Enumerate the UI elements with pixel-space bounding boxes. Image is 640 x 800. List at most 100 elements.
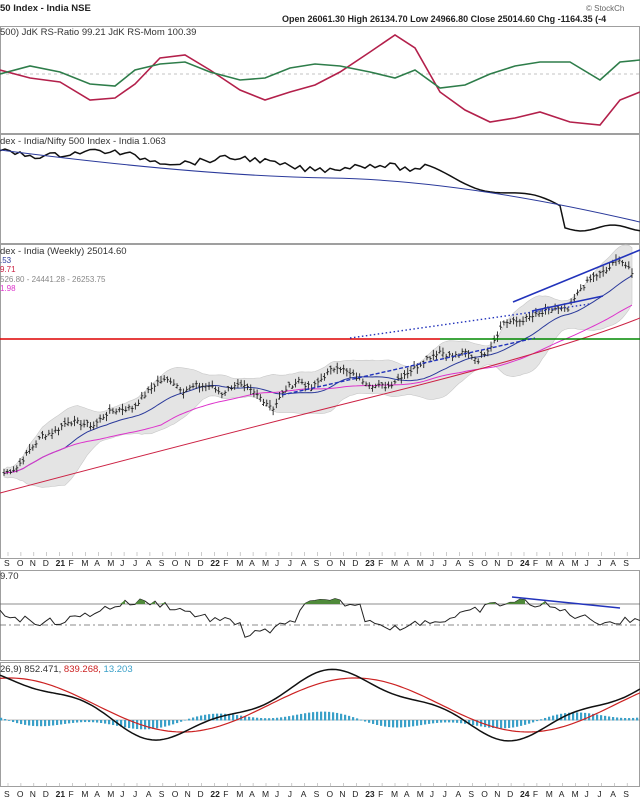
- month-tick-label: M: [391, 789, 398, 799]
- month-tick-label: S: [623, 558, 629, 568]
- price-bar: [290, 385, 294, 389]
- macd-histogram-bar: [176, 720, 179, 724]
- macd-histogram-bar: [368, 720, 371, 723]
- macd-histogram-bar: [496, 720, 499, 729]
- price-bar: [5, 469, 9, 475]
- macd-histogram-bar: [452, 720, 455, 723]
- macd-histogram-bar: [204, 714, 207, 721]
- macd-histogram-bar: [300, 713, 303, 721]
- macd-histogram-bar: [516, 720, 519, 727]
- price-bar: [181, 388, 185, 399]
- rs-momentum-line: [0, 59, 640, 89]
- relative-strength-line: [0, 148, 640, 232]
- price-bar: [24, 449, 28, 456]
- price-bar: [246, 383, 250, 391]
- price-bar: [399, 373, 403, 384]
- price-bar: [579, 284, 583, 292]
- price-bar: [294, 378, 298, 388]
- month-tick-label: S: [314, 558, 320, 568]
- macd-histogram-bar: [76, 720, 79, 723]
- price-bar: [505, 319, 509, 329]
- month-tick-label: J: [430, 789, 434, 799]
- month-tick-label: J: [288, 558, 292, 568]
- month-tick-label: F: [378, 789, 383, 799]
- macd-histogram-bar: [272, 718, 275, 721]
- price-bar: [133, 402, 137, 410]
- month-tick-label: J: [443, 789, 447, 799]
- macd-histogram-bar: [264, 718, 267, 721]
- macd-histogram-bar: [344, 714, 347, 721]
- month-tick-label: M: [107, 789, 114, 799]
- macd-histogram-bar: [560, 713, 563, 721]
- macd-histogram-bar: [544, 717, 547, 721]
- legend-ma-red: 9.71: [0, 265, 16, 274]
- price-bar: [146, 386, 150, 394]
- macd-histogram-bar: [468, 720, 471, 725]
- macd-histogram-bar: [628, 718, 631, 721]
- month-tick-label: M: [262, 789, 269, 799]
- price-bar: [383, 381, 387, 392]
- macd-histogram-bar: [8, 720, 11, 721]
- price-bar: [374, 383, 378, 389]
- macd-histogram-bar: [612, 717, 615, 721]
- price-bar: [12, 466, 16, 473]
- price-bar: [380, 382, 384, 389]
- price-bar: [329, 365, 333, 375]
- price-bar: [210, 380, 214, 389]
- month-tick-label: J: [275, 558, 279, 568]
- price-bar: [56, 427, 60, 436]
- price-bar: [44, 434, 48, 441]
- macd-signal-line: [0, 677, 640, 733]
- macd-histogram-bar: [72, 720, 75, 723]
- price-bar: [351, 369, 355, 376]
- macd-histogram-bar: [484, 720, 487, 728]
- panel-frame-4: [0, 662, 640, 787]
- price-bar: [316, 377, 320, 388]
- macd-histogram-bar: [304, 713, 307, 721]
- price-bar: [515, 316, 519, 327]
- price-bar: [124, 406, 128, 413]
- macd-histogram-bar: [80, 720, 83, 723]
- macd-histogram-bar: [524, 720, 527, 725]
- panel-frame-3: [0, 570, 640, 661]
- month-tick-label: D: [43, 789, 49, 799]
- price-bar: [213, 386, 217, 393]
- month-tick-label: 24: [520, 558, 530, 568]
- month-tick-label: J: [585, 789, 589, 799]
- macd-histogram-bar: [512, 720, 515, 728]
- month-tick-label: D: [507, 789, 513, 799]
- macd-histogram-bar: [584, 712, 587, 721]
- macd-histogram-bar: [268, 718, 271, 721]
- price-bar: [239, 379, 243, 387]
- macd-histogram-bar: [604, 715, 607, 721]
- price-bar: [428, 356, 432, 361]
- price-bar: [598, 270, 602, 279]
- month-tick-label: A: [559, 558, 565, 568]
- month-tick-label: O: [327, 558, 334, 568]
- macd-histogram-bar: [12, 720, 15, 723]
- price-bar: [483, 352, 487, 358]
- month-tick-label: M: [417, 789, 424, 799]
- price-bar: [348, 368, 352, 379]
- macd-histogram-bar: [232, 714, 235, 721]
- month-tick-label: J: [120, 789, 124, 799]
- ohlc-readout: Open 26061.30 High 26134.70 Low 24966.80…: [282, 14, 606, 24]
- macd-histogram-bar: [324, 711, 327, 721]
- macd-histogram-bar: [444, 720, 447, 723]
- macd-histogram-bar: [180, 720, 183, 722]
- price-bar: [393, 379, 397, 385]
- price-bar: [40, 430, 44, 439]
- macd-histogram-bar: [244, 716, 247, 721]
- month-tick-label: D: [352, 558, 358, 568]
- price-bar: [537, 310, 541, 318]
- channel-lower-line: [531, 295, 604, 312]
- price-bar: [588, 274, 592, 283]
- macd-histogram-bar: [340, 713, 343, 721]
- cmf-trendline: [511, 596, 621, 609]
- price-bar: [624, 261, 628, 269]
- macd-histogram-bar: [136, 720, 139, 730]
- macd-histogram-bar: [228, 714, 231, 721]
- moving-average-red: [0, 317, 640, 494]
- price-bar: [604, 266, 608, 274]
